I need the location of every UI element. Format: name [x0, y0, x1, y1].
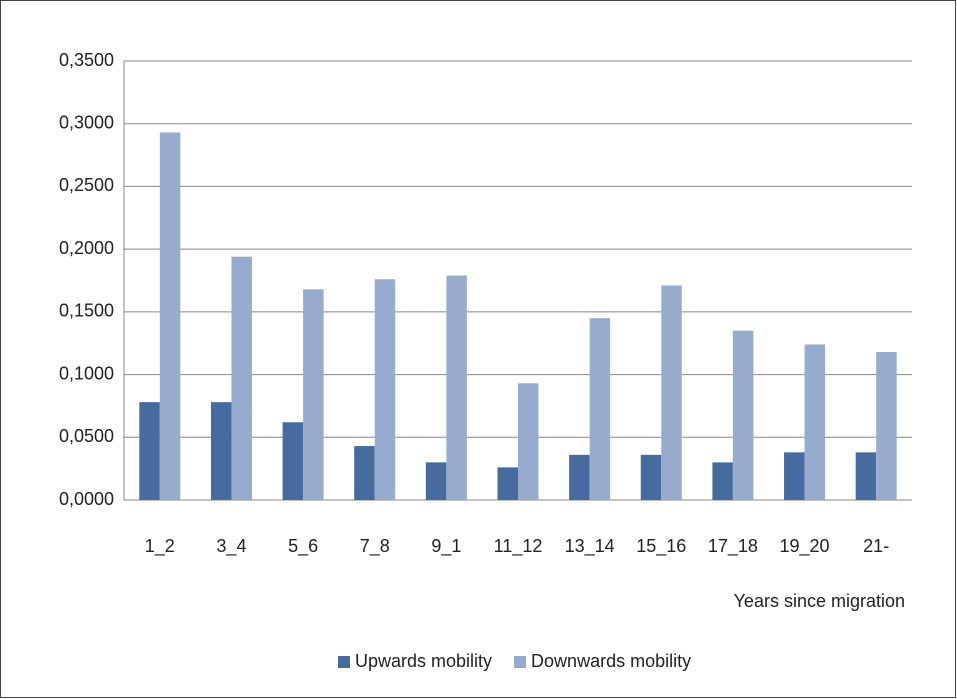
x-tick-label: 1_2 [145, 536, 175, 557]
legend-swatch [514, 656, 527, 668]
bar [661, 285, 682, 500]
y-tick-label: 0,1000 [59, 363, 114, 383]
legend-swatch [338, 656, 350, 668]
y-tick-label: 0,2000 [59, 238, 114, 258]
bar [354, 446, 375, 500]
y-tick-label: 0,0000 [59, 489, 114, 509]
bar [640, 454, 662, 500]
bar [425, 462, 447, 500]
x-tick-label: 19_20 [780, 536, 830, 557]
legend-label: Downwards mobility [531, 651, 691, 671]
bar [159, 132, 181, 500]
x-tick-label: 21- [863, 536, 889, 556]
bar [139, 402, 160, 500]
bar [231, 256, 252, 500]
bar [518, 383, 539, 500]
y-tick-label: 0,3500 [59, 50, 114, 70]
y-tick-label: 0,1500 [59, 301, 114, 321]
bar [712, 462, 733, 500]
bar [784, 452, 805, 500]
bar [569, 454, 590, 500]
x-tick-label: 15_16 [636, 536, 686, 557]
bar [876, 351, 897, 500]
bar [303, 289, 324, 500]
x-tick-label: 5_6 [288, 536, 318, 557]
bar [855, 452, 877, 500]
x-axis-label: Years since migration [734, 591, 905, 611]
x-tick-label: 7_8 [360, 536, 390, 557]
bar [374, 279, 396, 500]
x-tick-label: 9_1 [431, 536, 461, 557]
x-tick-label: 11_12 [494, 536, 543, 557]
bar [210, 402, 232, 500]
y-tick-label: 0,2500 [59, 175, 114, 195]
bar [732, 330, 754, 500]
x-tick-label: 3_4 [216, 536, 246, 557]
x-tick-label: 13_14 [565, 536, 615, 557]
bar [446, 275, 467, 500]
x-tick-label: 17_18 [708, 536, 758, 557]
bar [804, 344, 826, 500]
y-tick-label: 0,0500 [59, 426, 114, 446]
bar [497, 467, 518, 500]
bar [282, 422, 304, 500]
bar [589, 318, 611, 500]
y-tick-label: 0,3000 [59, 112, 114, 132]
legend-label: Upwards mobility [355, 651, 492, 671]
